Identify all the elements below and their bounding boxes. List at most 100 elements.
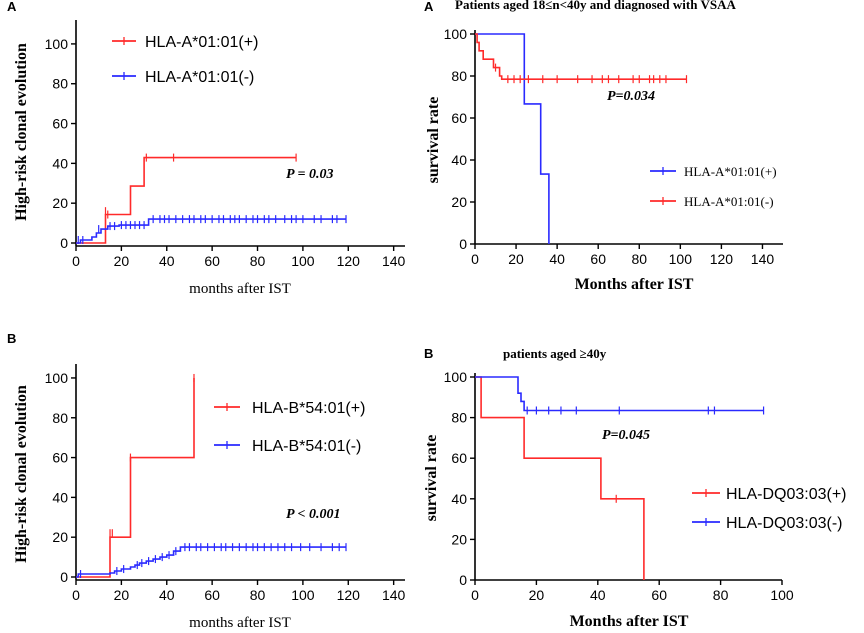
x-tick-label: 40 — [549, 251, 565, 267]
y-tick-label: 20 — [52, 195, 68, 211]
x-tick-label: 0 — [471, 587, 479, 603]
x-tick-label: 120 — [710, 251, 734, 267]
y-tick-label: 60 — [52, 116, 68, 132]
x-axis-label: Months after IST — [575, 276, 694, 293]
panel-letter: A — [424, 0, 434, 14]
series-line-2 — [475, 33, 687, 80]
y-tick-label: 0 — [459, 236, 467, 252]
x-tick-label: 80 — [250, 253, 266, 269]
legend-label-dq0303-neg: HLA-DQ03:03(-) — [726, 515, 842, 532]
y-tick-label: 0 — [60, 235, 68, 251]
y-tick-label: 40 — [52, 489, 68, 505]
x-axis-label: months after IST — [189, 281, 291, 297]
chart-title: patients aged ≥40y — [503, 346, 607, 361]
legend-label-a0101-neg: HLA-A*01:01(-) — [684, 194, 774, 209]
x-tick-label: 20 — [114, 253, 130, 269]
legend-label-b5401-pos: HLA-B*54:01(+) — [252, 400, 365, 417]
panel-letter: A — [7, 0, 17, 14]
x-tick-label: 140 — [382, 253, 406, 269]
legend-label-b5401-neg: HLA-B*54:01(-) — [252, 438, 361, 455]
axes: 0 20 40 60 80 100 0 20 40 60 80 100 120 140 — [444, 26, 783, 267]
y-tick-label: 60 — [451, 110, 467, 126]
y-tick-label: 40 — [451, 491, 467, 507]
panel-clonal-evolution-hla-a: A High-risk clonal evolution months afte… — [7, 0, 406, 297]
x-tick-label: 80 — [713, 587, 729, 603]
y-tick-label: 0 — [459, 572, 467, 588]
y-tick-label: 100 — [444, 26, 468, 42]
x-tick-label: 100 — [291, 253, 315, 269]
y-axis-label: survival rate — [423, 435, 440, 522]
x-tick-label: 60 — [204, 253, 220, 269]
x-tick-label: 140 — [751, 251, 775, 267]
x-tick-label: 60 — [590, 251, 606, 267]
panel-survival-18-40: A Patients aged 18≤n<40y and diagnosed w… — [424, 0, 783, 293]
y-tick-label: 0 — [60, 569, 68, 585]
series-line-2 — [475, 376, 764, 412]
x-tick-label: 60 — [651, 587, 667, 603]
x-tick-label: 140 — [382, 587, 406, 603]
x-tick-label: 20 — [529, 587, 545, 603]
y-tick-label: 40 — [451, 152, 467, 168]
p-value-annotation: P = 0.03 — [286, 167, 334, 182]
series-line-1 — [475, 33, 550, 244]
legend-label-a0101-pos: HLA-A*01:01(+) — [145, 34, 258, 51]
y-axis-label: High-risk clonal evolution — [13, 385, 30, 563]
legend: HLA-A*01:01(+) HLA-A*01:01(-) — [650, 164, 777, 209]
x-tick-label: 20 — [508, 251, 524, 267]
series-line-1 — [76, 378, 195, 578]
y-tick-label: 20 — [52, 529, 68, 545]
x-tick-label: 80 — [631, 251, 647, 267]
curves — [475, 376, 765, 580]
y-tick-label: 20 — [451, 194, 467, 210]
series-line-1 — [76, 156, 297, 244]
y-tick-label: 80 — [451, 410, 467, 426]
y-tick-label: 60 — [52, 450, 68, 466]
y-tick-label: 40 — [52, 155, 68, 171]
y-axis-label: High-risk clonal evolution — [13, 43, 30, 221]
curves — [76, 373, 347, 579]
x-tick-label: 100 — [291, 587, 315, 603]
panel-survival-40-plus: B patients aged ≥40y survival rate Month… — [423, 346, 847, 630]
curves — [475, 33, 688, 244]
y-tick-label: 80 — [52, 76, 68, 92]
x-tick-label: 120 — [337, 587, 361, 603]
axes: 0 20 40 60 80 100 0 20 40 60 80 100 120 140 — [45, 20, 406, 269]
p-value-annotation: P=0.034 — [607, 89, 655, 104]
x-axis-label: months after IST — [189, 615, 291, 631]
x-tick-label: 100 — [770, 587, 794, 603]
x-tick-label: 0 — [72, 253, 80, 269]
panel-clonal-evolution-hla-b: B High-risk clonal evolution months afte… — [7, 331, 406, 631]
x-tick-label: 100 — [669, 251, 693, 267]
legend: HLA-A*01:01(+) HLA-A*01:01(-) — [112, 34, 258, 86]
y-tick-label: 80 — [52, 410, 68, 426]
x-tick-label: 60 — [204, 587, 220, 603]
y-tick-label: 100 — [444, 369, 468, 385]
x-tick-label: 0 — [471, 251, 479, 267]
panel-letter: B — [424, 346, 433, 361]
y-axis-label: survival rate — [425, 97, 442, 184]
legend-label-dq0303-pos: HLA-DQ03:03(+) — [726, 486, 847, 503]
p-value-annotation: P=0.045 — [602, 428, 650, 443]
x-tick-label: 40 — [590, 587, 606, 603]
p-value-annotation: P < 0.001 — [286, 507, 341, 522]
x-tick-label: 0 — [72, 587, 80, 603]
legend-label-a0101-neg: HLA-A*01:01(-) — [145, 69, 254, 86]
x-tick-label: 80 — [250, 587, 266, 603]
y-tick-label: 80 — [451, 68, 467, 84]
panel-letter: B — [7, 331, 16, 346]
x-tick-label: 40 — [159, 587, 175, 603]
y-tick-label: 100 — [45, 370, 69, 386]
legend: HLA-DQ03:03(+) HLA-DQ03:03(-) — [692, 486, 847, 532]
axes: 0 20 40 60 80 100 0 20 40 60 80 100 — [444, 369, 794, 603]
legend-label-a0101-pos: HLA-A*01:01(+) — [684, 164, 777, 179]
chart-title: Patients aged 18≤n<40y and diagnosed wit… — [455, 0, 736, 12]
x-tick-label: 20 — [114, 587, 130, 603]
series-line-1 — [475, 376, 645, 580]
curves — [76, 153, 347, 245]
x-axis-label: Months after IST — [570, 613, 689, 630]
x-tick-label: 40 — [159, 253, 175, 269]
axes: 0 20 40 60 80 100 0 20 40 60 80 100 120 140 — [45, 364, 406, 603]
series-line-2 — [76, 218, 346, 244]
y-tick-label: 20 — [451, 531, 467, 547]
